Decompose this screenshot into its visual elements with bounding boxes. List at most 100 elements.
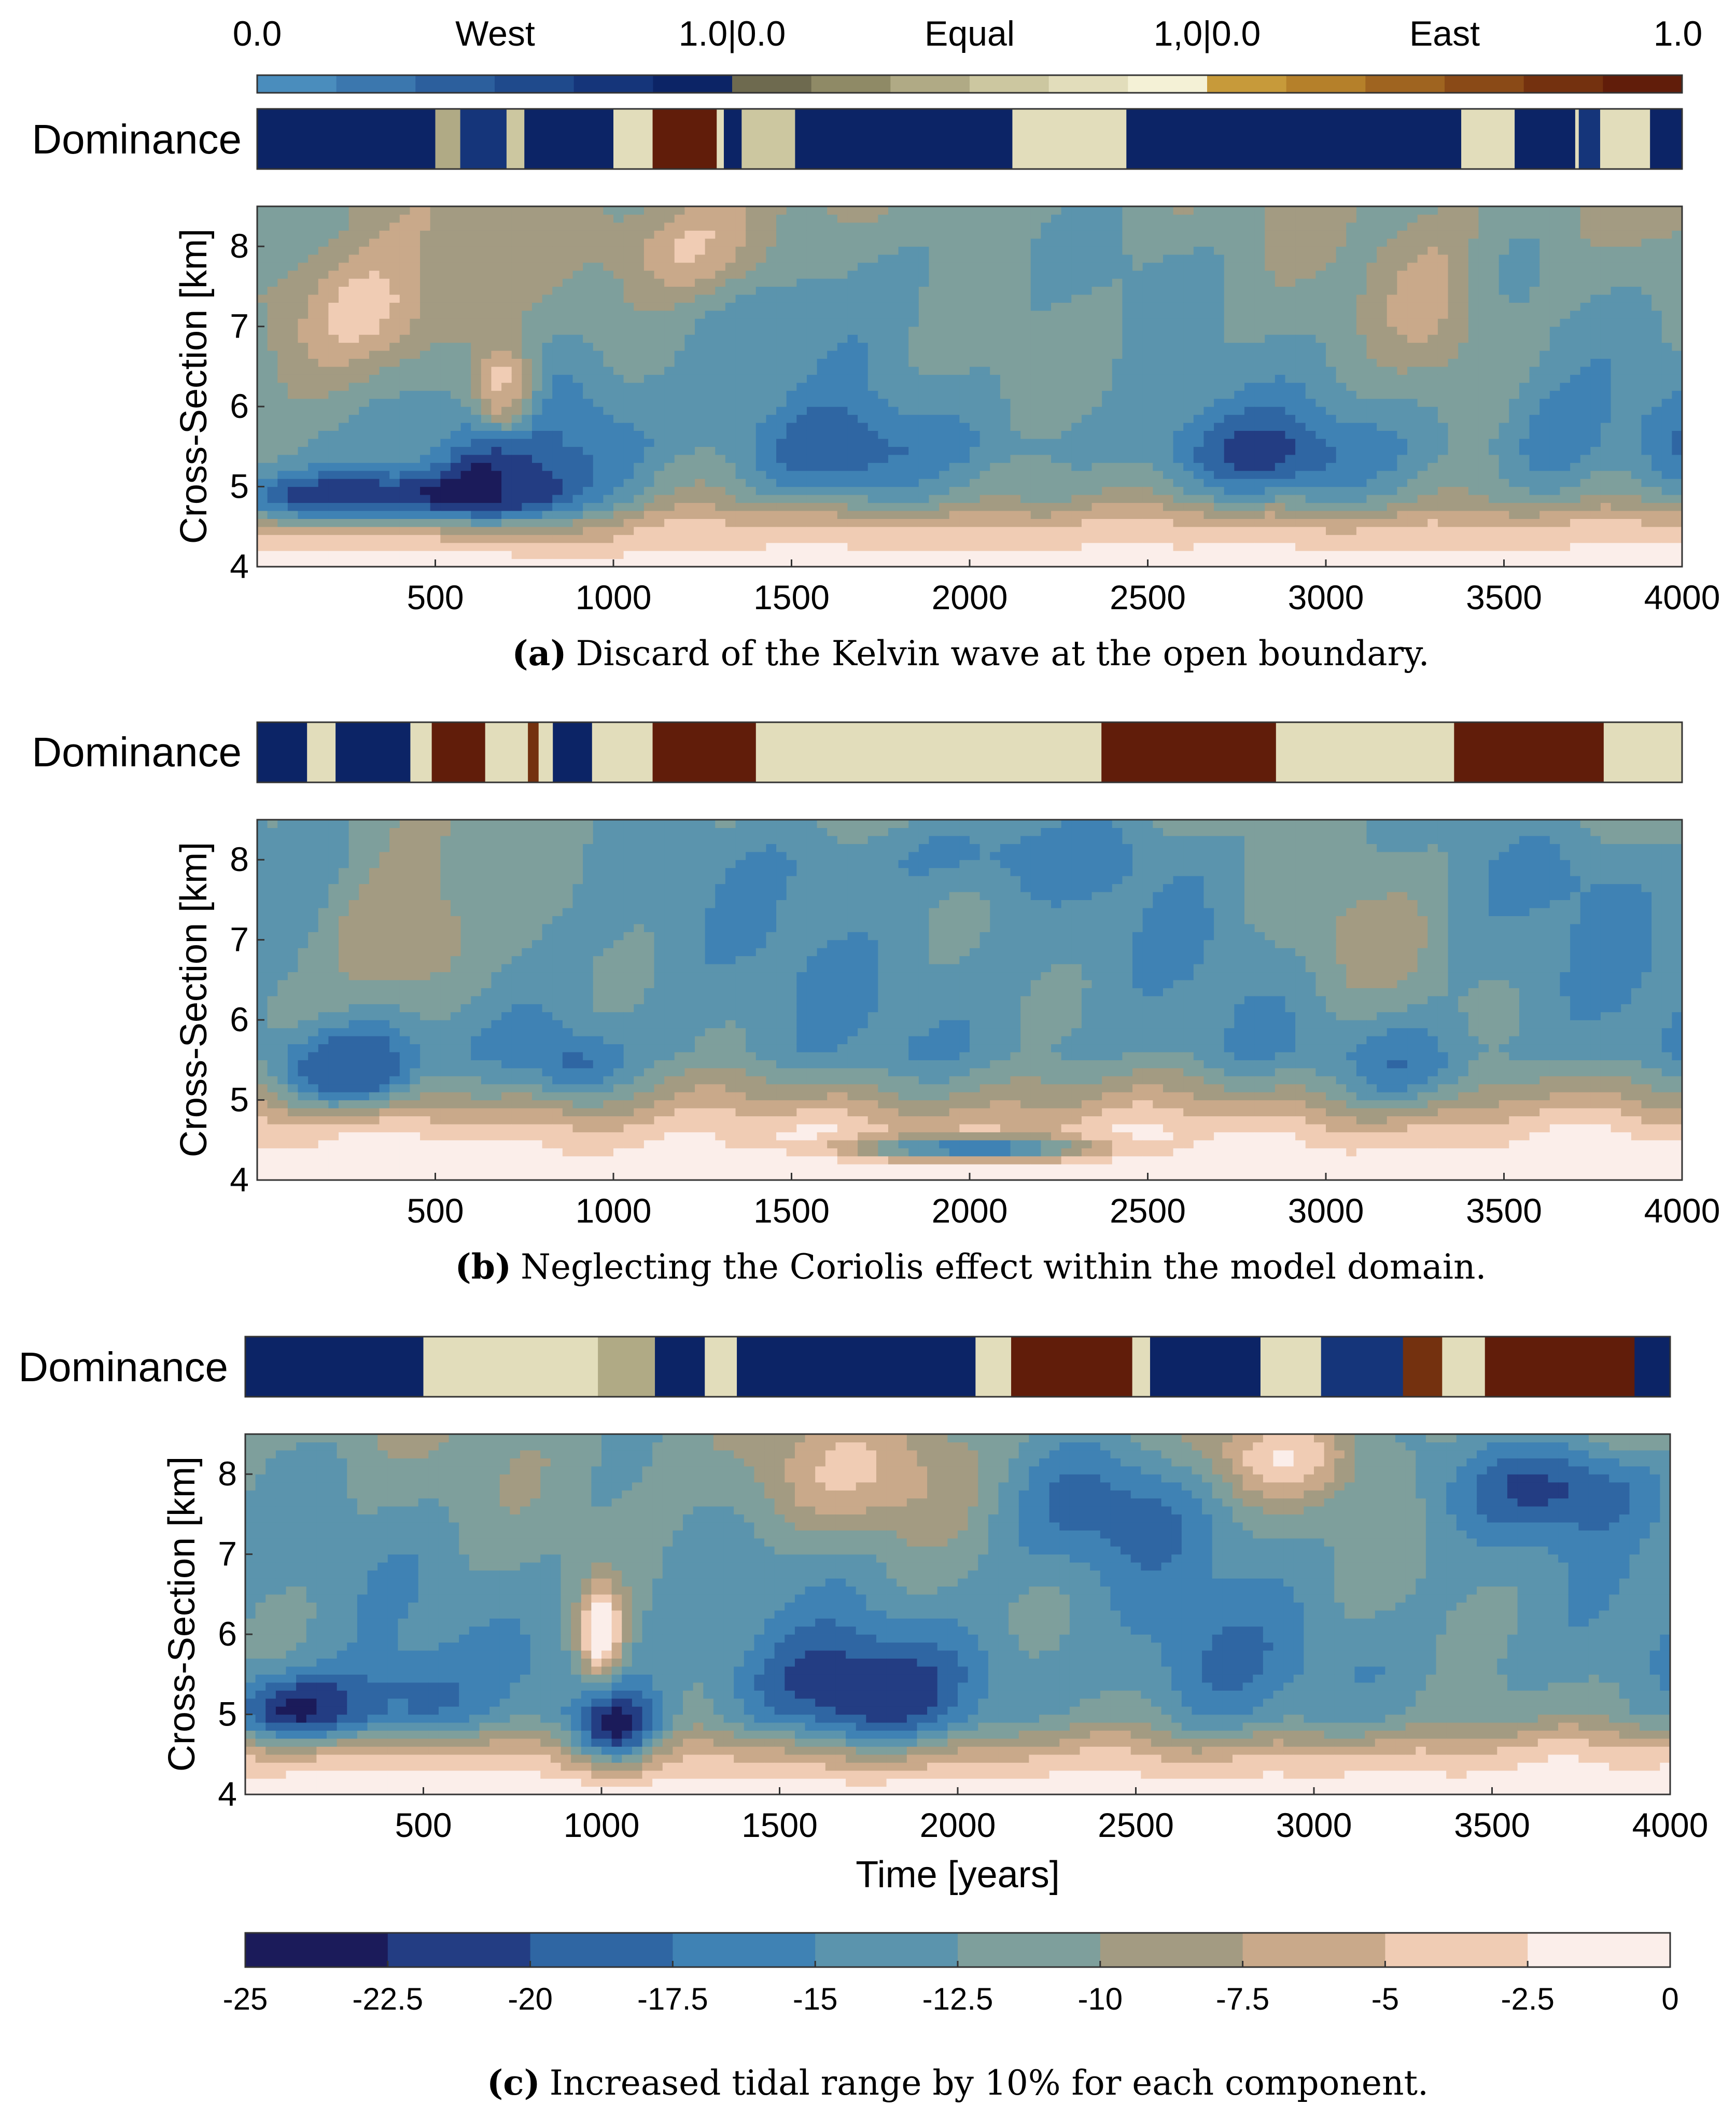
contour-cell xyxy=(318,310,329,319)
contour-cell xyxy=(1336,438,1347,447)
contour-cell xyxy=(979,254,990,263)
contour-cell xyxy=(613,254,624,263)
contour-cell xyxy=(1041,438,1052,447)
contour-cell xyxy=(908,358,919,367)
contour-cell xyxy=(715,430,726,439)
contour-cell xyxy=(1305,558,1316,567)
contour-cell xyxy=(1132,398,1143,407)
contour-cell xyxy=(755,350,767,359)
contour-cell xyxy=(440,350,451,359)
contour-cell xyxy=(1000,238,1011,247)
contour-cell xyxy=(379,518,390,527)
contour-cell xyxy=(318,206,329,215)
contour-cell xyxy=(929,222,940,231)
contour-cell xyxy=(491,382,502,391)
contour-cell xyxy=(430,326,441,335)
contour-cell xyxy=(522,518,533,527)
contour-cell xyxy=(664,398,675,407)
contour-cell xyxy=(1254,551,1265,559)
contour-cell xyxy=(878,230,889,239)
contour-cell xyxy=(695,406,706,415)
contour-cell xyxy=(1285,462,1296,471)
contour-cell xyxy=(267,462,278,471)
contour-cell xyxy=(399,462,411,471)
contour-cell xyxy=(634,535,645,543)
contour-cell xyxy=(1173,350,1184,359)
contour-cell xyxy=(634,326,645,335)
contour-cell xyxy=(1000,366,1011,375)
contour-cell xyxy=(654,310,665,319)
contour-cell xyxy=(572,526,583,535)
contour-cell xyxy=(806,366,818,375)
contour-cell xyxy=(1244,358,1255,367)
contour-cell xyxy=(1102,406,1113,415)
contour-cell xyxy=(379,270,390,279)
contour-cell xyxy=(1142,470,1153,479)
contour-cell xyxy=(705,310,716,319)
contour-cell xyxy=(522,510,533,519)
contour-cell xyxy=(766,246,777,255)
contour-cell xyxy=(603,446,614,455)
contour-cell xyxy=(867,326,878,335)
contour-cell xyxy=(1315,462,1326,471)
contour-cell xyxy=(522,438,533,447)
contour-cell xyxy=(481,230,492,239)
contour-cell xyxy=(399,206,411,215)
contour-cell xyxy=(522,486,533,495)
contour-cell xyxy=(715,358,726,367)
contour-cell xyxy=(420,479,431,487)
contour-cell xyxy=(1091,470,1102,479)
contour-cell xyxy=(786,382,797,391)
contour-cell xyxy=(1030,438,1041,447)
contour-cell xyxy=(1234,270,1245,279)
contour-cell xyxy=(491,246,502,255)
contour-cell xyxy=(959,230,970,239)
contour-cell xyxy=(1122,222,1133,231)
contour-cell xyxy=(257,270,268,279)
contour-cell xyxy=(858,542,869,551)
contour-cell xyxy=(318,270,329,279)
contour-cell xyxy=(979,342,990,351)
contour-cell xyxy=(287,446,299,455)
contour-cell xyxy=(796,486,807,495)
contour-cell xyxy=(1336,486,1347,495)
legend-swatch xyxy=(1207,75,1287,93)
contour-cell xyxy=(298,302,309,311)
contour-cell xyxy=(1071,470,1082,479)
contour-cell xyxy=(949,495,960,503)
contour-cell xyxy=(1051,238,1062,247)
contour-cell xyxy=(878,302,889,311)
contour-cell xyxy=(562,486,573,495)
contour-cell xyxy=(511,374,522,383)
contour-cell xyxy=(1163,414,1174,423)
contour-cell xyxy=(1020,535,1031,543)
contour-cell xyxy=(511,479,522,487)
contour-cell xyxy=(440,278,451,287)
contour-cell xyxy=(1234,222,1245,231)
contour-cell xyxy=(511,350,522,359)
contour-cell xyxy=(339,414,349,423)
contour-cell xyxy=(634,366,645,375)
contour-cell xyxy=(684,278,695,287)
contour-cell xyxy=(522,406,533,415)
contour-cell xyxy=(1122,446,1133,455)
contour-cell xyxy=(501,390,512,399)
contour-cell xyxy=(674,414,685,423)
contour-cell xyxy=(1275,526,1286,535)
contour-cell xyxy=(1071,286,1082,295)
contour-cell xyxy=(1295,502,1306,511)
contour-cell xyxy=(746,214,757,223)
contour-cell xyxy=(1061,454,1072,463)
contour-cell xyxy=(1142,462,1153,471)
contour-cell xyxy=(287,495,299,503)
contour-cell xyxy=(1224,222,1235,231)
contour-cell xyxy=(542,486,553,495)
contour-cell xyxy=(817,502,828,511)
contour-cell xyxy=(674,542,685,551)
contour-cell xyxy=(776,486,787,495)
contour-cell xyxy=(339,390,349,399)
contour-cell xyxy=(440,310,451,319)
contour-cell xyxy=(1214,270,1225,279)
contour-cell xyxy=(766,486,777,495)
contour-cell xyxy=(399,486,411,495)
